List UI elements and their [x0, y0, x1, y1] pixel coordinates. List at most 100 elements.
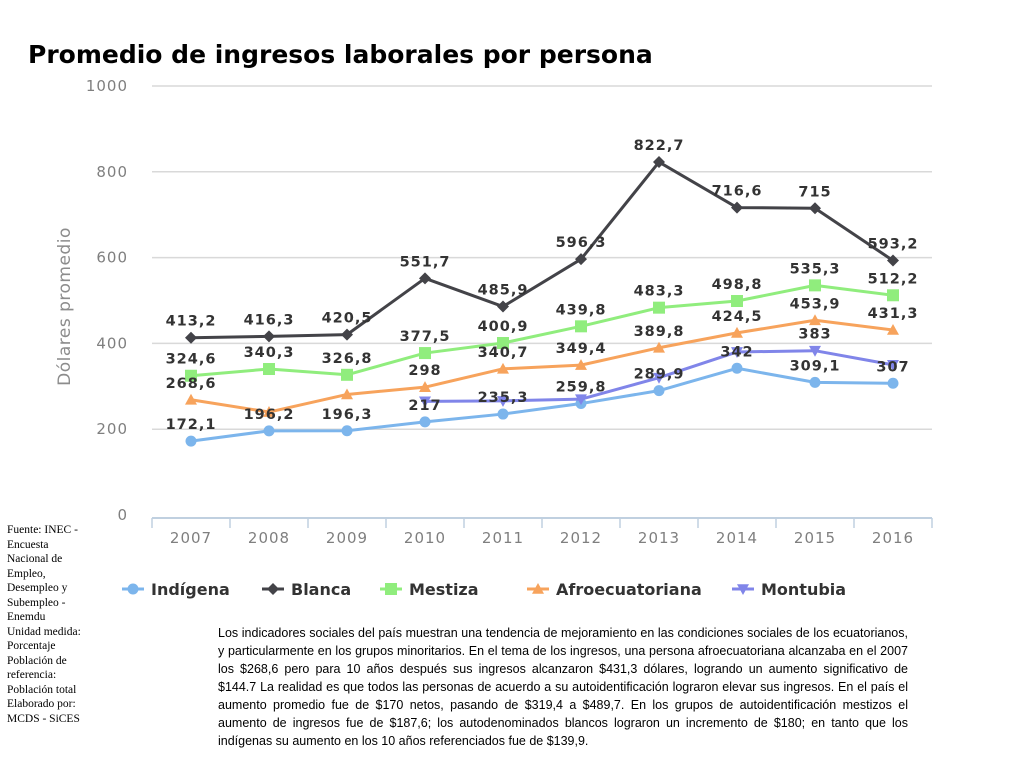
data-label-mestiza: 483,3 — [634, 284, 685, 300]
reference-population-line: Población de referencia: Población total — [7, 654, 77, 696]
data-point-blanca — [341, 328, 353, 341]
data-point-afroecuatoriana — [653, 341, 665, 353]
x-tick-label: 2016 — [872, 529, 914, 547]
data-point-montubia — [419, 396, 431, 408]
data-label-mestiza: 498,8 — [712, 277, 763, 293]
x-tick-label: 2008 — [248, 529, 290, 547]
legend-marker — [737, 584, 749, 595]
data-point-blanca — [653, 156, 665, 169]
data-point-mestiza — [419, 347, 431, 360]
data-point-afroecuatoriana — [419, 381, 431, 392]
legend-label: Montubia — [761, 580, 846, 599]
series-line-mestiza — [190, 283, 894, 378]
y-tick-label: 1000 — [86, 77, 128, 95]
data-point-mestiza — [653, 301, 665, 314]
data-label-mestiza: 326,8 — [322, 351, 373, 367]
legend-label: Indígena — [151, 580, 230, 599]
axes: 0 200 400 600 800 1000 2007 2008 2009 2010 2011 201… — [55, 77, 933, 547]
data-label-blanca: 551,7 — [400, 254, 451, 270]
x-tick-label: 2014 — [716, 529, 758, 547]
data-label-blanca: 716,6 — [712, 184, 763, 200]
legend-item-montubia[interactable]: Montubia — [732, 580, 846, 599]
chart-title: Promedio de ingresos laborales por perso… — [28, 40, 653, 69]
data-label-blanca: 822,7 — [634, 138, 685, 154]
data-label-indigena: 196,2 — [244, 407, 295, 423]
legend-marker — [532, 583, 544, 594]
data-point-afroecuatoriana — [809, 314, 821, 326]
data-point-montubia — [731, 347, 743, 358]
source-line: Fuente: INEC - Encuesta Nacional de Empl… — [7, 524, 78, 623]
data-point-mestiza — [887, 289, 899, 302]
legend-item-blanca[interactable]: Blanca — [262, 580, 351, 599]
data-point-afroecuatoriana — [887, 323, 899, 335]
data-point-afroecuatoriana — [731, 326, 743, 338]
data-label-indigena: 309,1 — [790, 358, 841, 374]
x-tick-label: 2007 — [170, 529, 212, 547]
data-point-indigena — [731, 362, 743, 374]
data-point-blanca — [887, 254, 899, 267]
data-point-indigena — [341, 425, 353, 437]
data-point-blanca — [731, 201, 743, 214]
data-point-montubia — [809, 345, 821, 357]
data-label-afroecuatoriana: 349,4 — [556, 341, 607, 357]
data-point-blanca — [185, 331, 197, 344]
data-point-afroecuatoriana — [497, 362, 509, 374]
y-tick-label: 200 — [96, 420, 128, 438]
data-point-mestiza — [575, 320, 587, 333]
data-label-afroecuatoriana: 431,3 — [868, 306, 919, 322]
data-label-mestiza: 377,5 — [400, 329, 451, 345]
data-point-mestiza — [263, 363, 275, 376]
unit-line: Unidad medida: Porcentaje — [7, 625, 81, 653]
data-label-mestiza: 340,3 — [244, 345, 295, 361]
data-point-mestiza — [809, 279, 821, 292]
legend-marker — [267, 583, 279, 595]
y-tick-label: 600 — [96, 249, 128, 267]
data-label-blanca: 596,3 — [556, 235, 607, 251]
data-label-indigena: 289,9 — [634, 367, 685, 383]
data-point-montubia — [497, 396, 509, 407]
data-point-blanca — [263, 330, 275, 343]
legend-item-afroecuatoriana[interactable]: Afroecuatoriana — [527, 580, 702, 599]
y-tick-label: 400 — [96, 334, 128, 352]
data-point-blanca — [419, 272, 431, 285]
source-note: Fuente: INEC - Encuesta Nacional de Empl… — [7, 523, 87, 726]
legend-marker — [127, 583, 139, 595]
legend: Indígena Blanca Mestiza Afroecuatoriana Mont… — [122, 580, 846, 599]
data-label-blanca: 420,5 — [322, 311, 373, 327]
data-label-afroecuatoriana: 389,8 — [634, 324, 685, 340]
data-label-blanca: 593,2 — [868, 237, 919, 253]
data-point-blanca — [809, 202, 821, 215]
data-label-afroecuatoriana: 298 — [408, 363, 441, 379]
y-axis-label: Dólares promedio — [55, 227, 75, 386]
y-tick-label: 800 — [96, 163, 128, 181]
x-tick-label: 2009 — [326, 529, 368, 547]
series-line-blanca — [190, 160, 894, 340]
data-point-indigena — [185, 435, 197, 447]
x-tick-label: 2010 — [404, 529, 446, 547]
data-label-mestiza: 324,6 — [166, 352, 217, 368]
data-point-indigena — [653, 385, 665, 397]
data-point-montubia — [887, 360, 899, 371]
y-tick-label: 0 — [117, 506, 128, 524]
gridlines — [152, 85, 932, 430]
data-point-indigena — [263, 425, 275, 437]
legend-item-indigena[interactable]: Indígena — [122, 580, 230, 599]
data-point-blanca — [497, 300, 509, 313]
author-line: Elaborado por: MCDS - SiCES — [7, 698, 80, 725]
data-label-indigena: 217 — [408, 398, 441, 414]
data-label-indigena: 342 — [720, 344, 753, 360]
data-label-afroecuatoriana: 453,9 — [790, 296, 841, 312]
data-label-mestiza: 512,2 — [868, 271, 919, 287]
data-label-mestiza: 439,8 — [556, 302, 607, 318]
series-line-afroecuatoriana — [190, 318, 894, 414]
data-point-indigena — [497, 408, 509, 420]
data-point-afroecuatoriana — [575, 359, 587, 370]
data-point-afroecuatoriana — [263, 406, 275, 417]
data-point-mestiza — [497, 337, 509, 350]
legend-label: Afroecuatoriana — [556, 580, 702, 599]
data-point-afroecuatoriana — [341, 388, 353, 400]
data-point-mestiza — [731, 295, 743, 308]
data-point-mestiza — [341, 368, 353, 381]
legend-item-mestiza[interactable]: Mestiza — [380, 580, 479, 599]
x-tick-label: 2013 — [638, 529, 680, 547]
